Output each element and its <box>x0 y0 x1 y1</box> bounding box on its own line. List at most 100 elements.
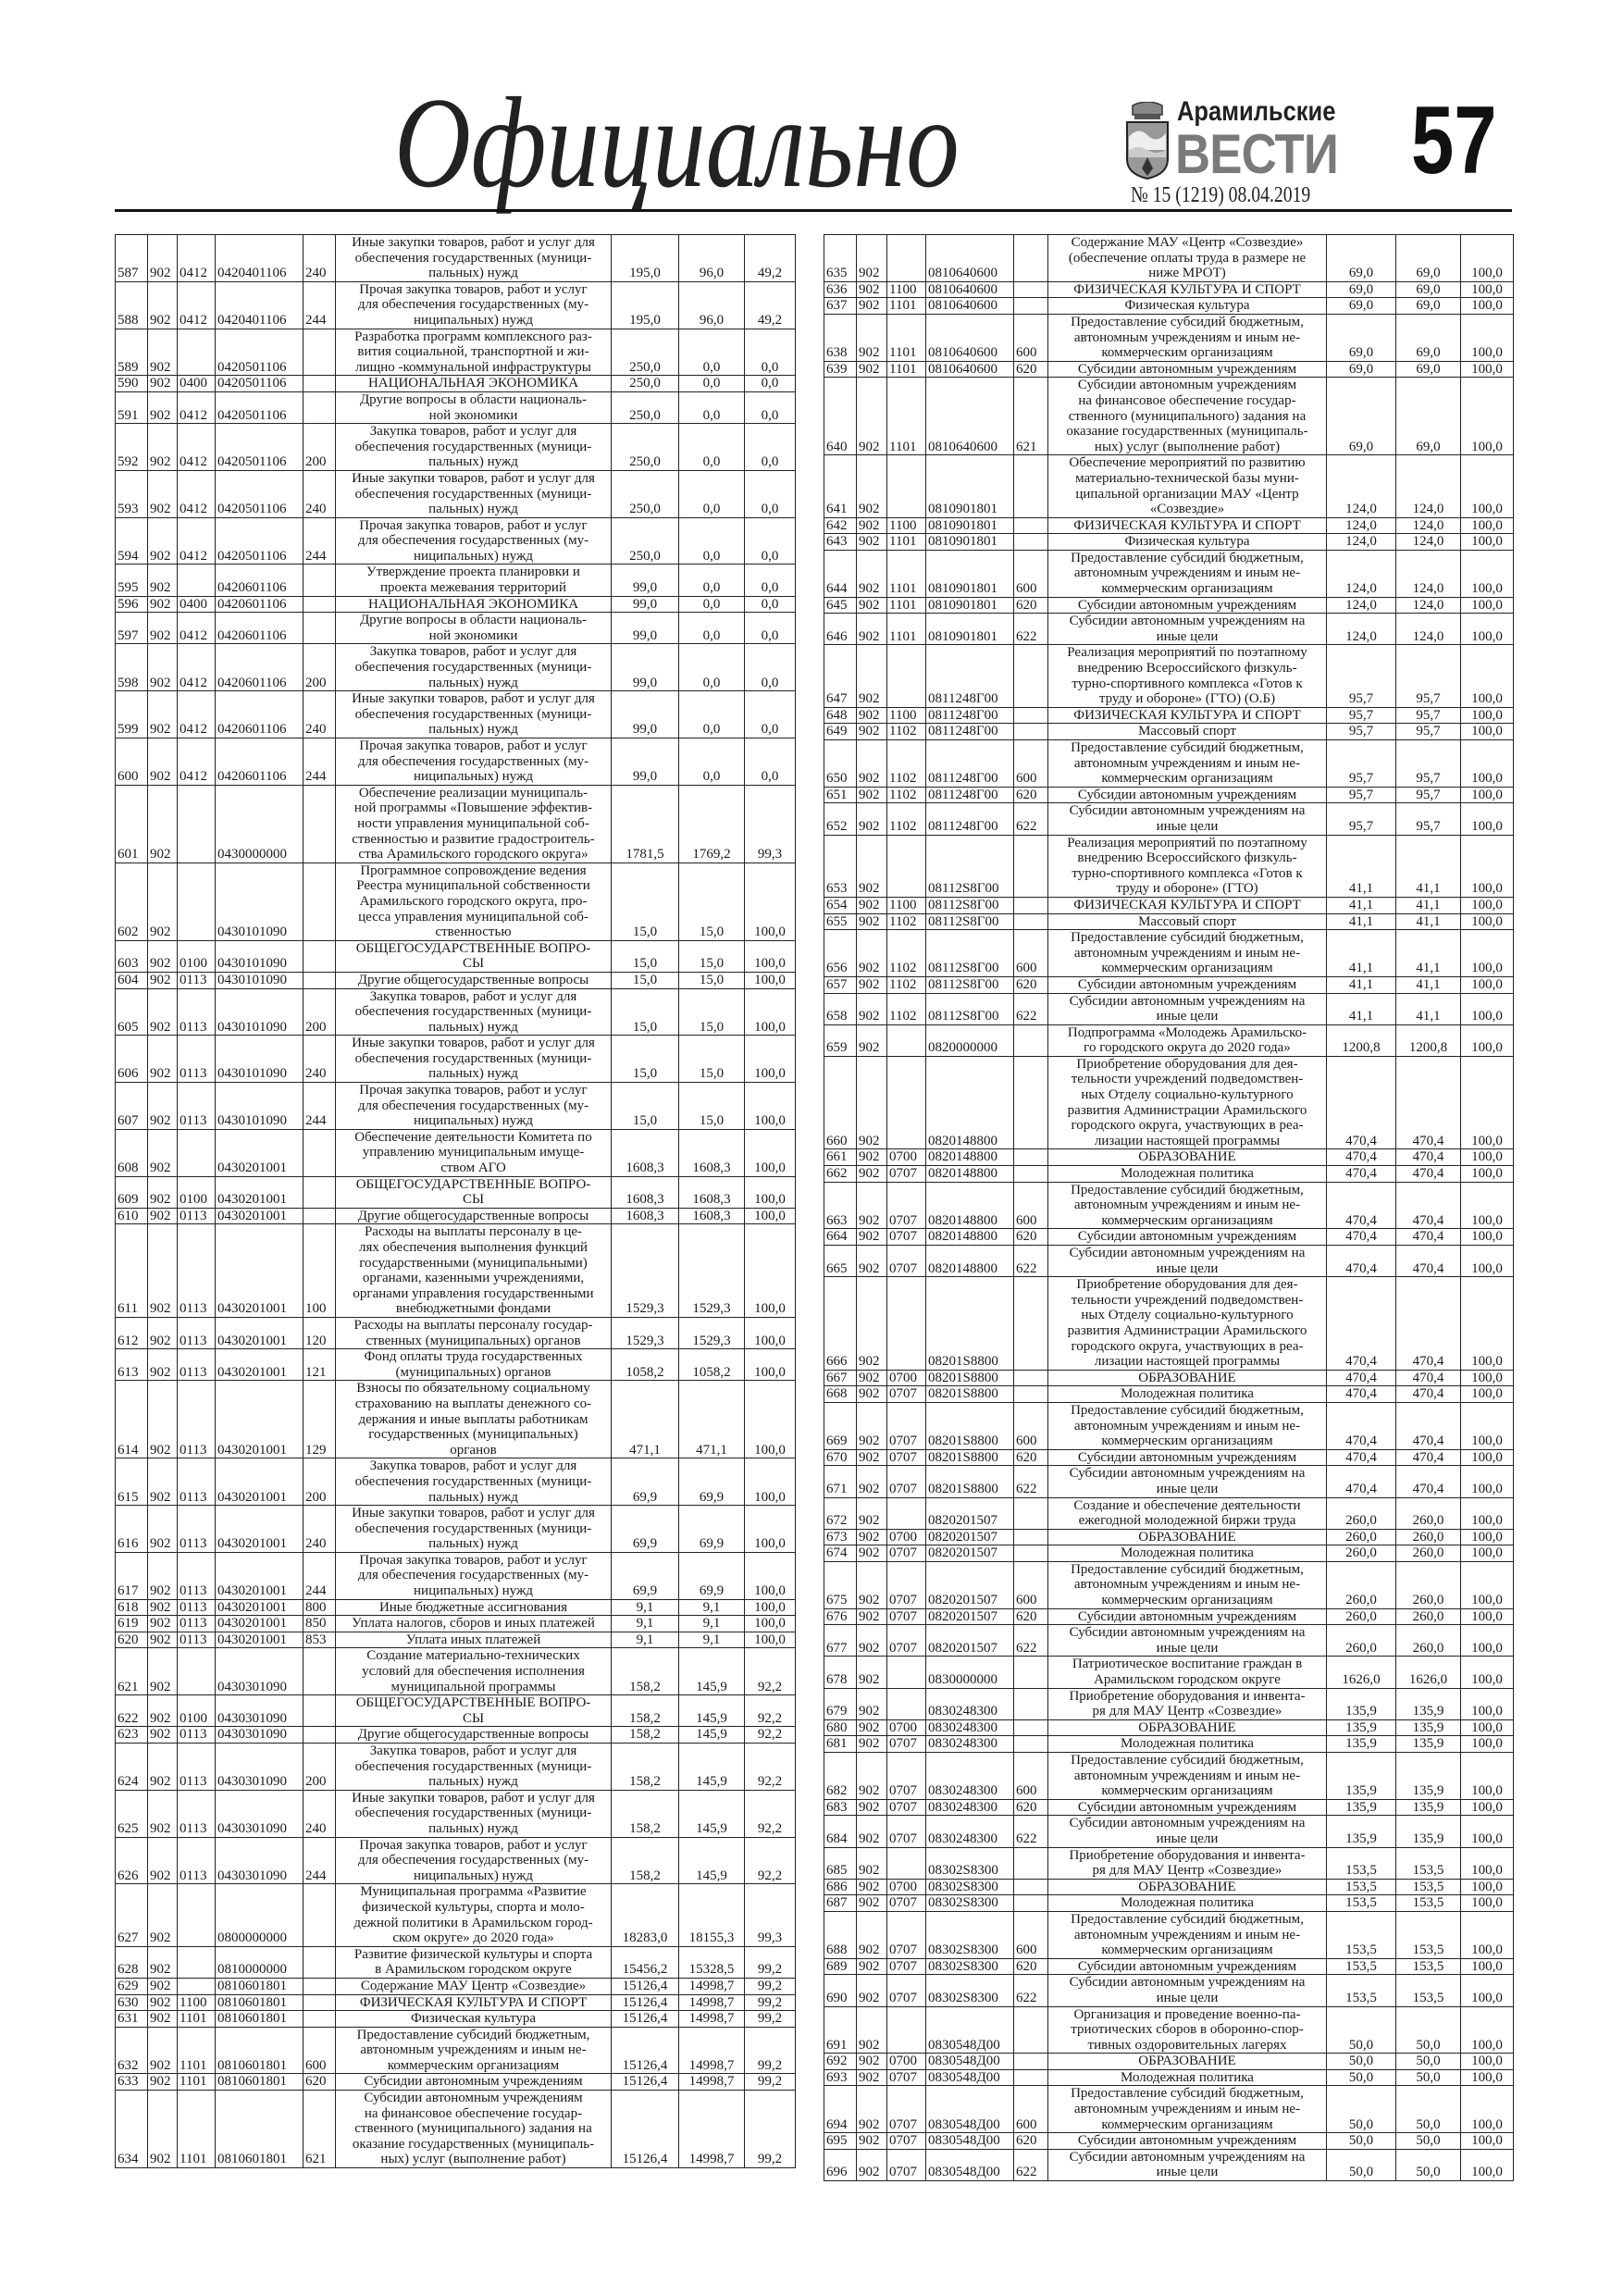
target-article-cell: 0430201001 <box>215 1551 304 1600</box>
row-number-cell: 612 <box>115 1316 148 1350</box>
planned-amount-cell: 470,4 <box>1326 1401 1396 1450</box>
row-number-cell: 620 <box>115 1631 148 1649</box>
admin-code-cell: 902 <box>147 1615 178 1632</box>
target-article-cell: 0420401106 <box>215 280 304 329</box>
row-number-cell: 624 <box>115 1743 148 1791</box>
description-cell: Массовый спорт <box>1047 723 1327 740</box>
percent-cell: 100,0 <box>1460 975 1514 994</box>
target-article-cell: 0810000000 <box>215 1945 304 1979</box>
section-code-cell: 1102 <box>886 739 926 788</box>
expense-type-cell <box>1013 533 1048 551</box>
planned-amount-cell: 260,0 <box>1326 1496 1396 1530</box>
target-article-cell: 0810601801 <box>215 2026 304 2075</box>
planned-amount-cell: 470,4 <box>1326 1055 1396 1150</box>
actual-amount-cell: 69,0 <box>1395 297 1461 315</box>
table-row: 672 902 0820201507 Создание и обеспечение д… <box>824 1496 1514 1530</box>
target-article-cell: 0420501106 <box>215 391 304 425</box>
expense-type-cell: 200 <box>303 987 336 1036</box>
target-article-cell: 08201S8800 <box>925 1401 1014 1450</box>
section-code-cell: 0113 <box>177 1598 216 1617</box>
actual-amount-cell: 470,4 <box>1395 1465 1461 1498</box>
expense-type-cell: 121 <box>303 1348 336 1382</box>
admin-code-cell: 902 <box>147 987 178 1036</box>
table-row: 695 902 0707 0830548Д00 620 Субсидии автономн… <box>824 2132 1514 2150</box>
section-code-cell: 0707 <box>886 1385 926 1403</box>
table-row: 651 902 1102 0811248Г00 620 Субсидии автономн… <box>824 786 1514 804</box>
expense-type-cell: 600 <box>1013 739 1048 788</box>
target-article-cell: 0811248Г00 <box>925 786 1014 804</box>
row-number-cell: 623 <box>115 1726 148 1744</box>
section-code-cell: 0400 <box>177 375 216 392</box>
planned-amount-cell: 124,0 <box>1326 549 1396 598</box>
actual-amount-cell: 145,9 <box>678 1836 745 1885</box>
target-article-cell: 0430201001 <box>215 1458 304 1507</box>
actual-amount-cell: 50,0 <box>1395 2053 1461 2070</box>
expense-type-cell: 240 <box>303 469 336 518</box>
percent-cell: 100,0 <box>1460 992 1514 1025</box>
target-article-cell: 0420401106 <box>215 234 304 282</box>
actual-amount-cell: 9,1 <box>678 1615 745 1632</box>
row-number-cell: 625 <box>115 1789 148 1838</box>
actual-amount-cell: 470,4 <box>1395 1228 1461 1246</box>
target-article-cell: 08112S8Г00 <box>925 975 1014 994</box>
target-article-cell: 0430201001 <box>215 1207 304 1225</box>
description-cell: ФИЗИЧЕСКАЯ КУЛЬТУРА И СПОРТ <box>1047 896 1327 914</box>
expense-type-cell: 600 <box>1013 2085 1048 2134</box>
target-article-cell: 0430201001 <box>215 1631 304 1649</box>
planned-amount-cell: 99,0 <box>611 564 679 597</box>
planned-amount-cell: 15126,4 <box>611 2026 679 2075</box>
target-article-cell: 0430101090 <box>215 987 304 1036</box>
table-row: 665 902 0707 0820148800 622 Субсидии автономн… <box>824 1244 1514 1278</box>
admin-code-cell: 902 <box>856 1624 887 1657</box>
target-article-cell: 0810901801 <box>925 613 1014 646</box>
description-cell: Реализация мероприятий по поэтапному вне… <box>1047 834 1327 898</box>
target-article-cell: 0830548Д00 <box>925 2148 1014 2182</box>
description-cell: Субсидии автономным учреждениям на иные … <box>1047 1244 1327 1278</box>
description-cell: Прочая закупка товаров, работ и услуг дл… <box>335 516 612 565</box>
table-row: 670 902 0707 08201S8800 620 Субсидии автономн… <box>824 1448 1514 1467</box>
target-article-cell: 0830548Д00 <box>925 2068 1014 2087</box>
planned-amount-cell: 1626,0 <box>1326 1656 1396 1689</box>
actual-amount-cell: 41,1 <box>1395 834 1461 898</box>
planned-amount-cell: 18283,0 <box>611 1883 679 1947</box>
section-code-cell: 0707 <box>886 1957 926 1976</box>
planned-amount-cell: 41,1 <box>1326 912 1396 931</box>
actual-amount-cell: 15,0 <box>678 987 745 1036</box>
planned-amount-cell: 195,0 <box>611 234 679 282</box>
admin-code-cell: 902 <box>856 1181 887 1230</box>
planned-amount-cell: 470,4 <box>1326 1165 1396 1183</box>
percent-cell: 100,0 <box>1460 533 1514 551</box>
description-cell: Предоставление субсидий бюджетным, автон… <box>1047 929 1327 977</box>
target-article-cell: 0830548Д00 <box>925 2005 1014 2054</box>
actual-amount-cell: 470,4 <box>1395 1055 1461 1150</box>
planned-amount-cell: 50,0 <box>1326 2005 1396 2054</box>
section-code-cell: 0113 <box>177 1207 216 1225</box>
row-number-cell: 614 <box>115 1380 148 1459</box>
actual-amount-cell: 50,0 <box>1395 2068 1461 2087</box>
admin-code-cell: 902 <box>856 1957 887 1976</box>
admin-code-cell: 902 <box>856 377 887 456</box>
expense-type-cell: 600 <box>1013 1910 1048 1959</box>
description-cell: Другие общегосударственные вопросы <box>335 971 612 989</box>
actual-amount-cell: 260,0 <box>1395 1607 1461 1626</box>
section-code-cell: 0113 <box>177 971 216 989</box>
actual-amount-cell: 41,1 <box>1395 929 1461 977</box>
admin-code-cell: 902 <box>147 1458 178 1507</box>
table-row: 601 902 0430000000 Обеспечение реализации м… <box>115 784 796 863</box>
admin-code-cell: 902 <box>856 1385 887 1403</box>
admin-code-cell: 902 <box>856 1244 887 1278</box>
target-article-cell: 08201S8800 <box>925 1385 1014 1403</box>
percent-cell: 100,0 <box>1460 1165 1514 1183</box>
planned-amount-cell: 158,2 <box>611 1743 679 1791</box>
table-row: 691 902 0830548Д00 Организация и проведение… <box>824 2005 1514 2054</box>
expense-type-cell <box>303 1175 336 1209</box>
planned-amount-cell: 1058,2 <box>611 1348 679 1382</box>
admin-code-cell: 902 <box>856 1687 887 1720</box>
actual-amount-cell: 0,0 <box>678 391 745 425</box>
row-number-cell: 661 <box>824 1148 857 1167</box>
planned-amount-cell: 124,0 <box>1326 613 1396 646</box>
table-row: 661 902 0700 0820148800 ОБРАЗОВАНИЕ 470,4 470,… <box>824 1148 1514 1167</box>
expense-type-cell: 244 <box>303 1551 336 1600</box>
section-code-cell: 1101 <box>886 377 926 456</box>
planned-amount-cell: 95,7 <box>1326 786 1396 804</box>
